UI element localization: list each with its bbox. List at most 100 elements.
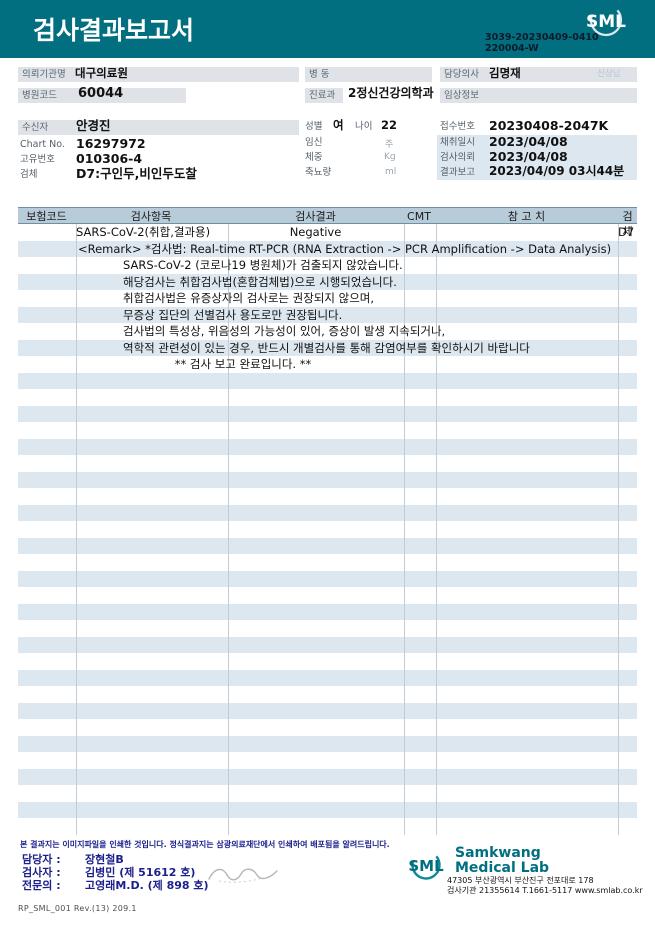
column-divider-3 (435, 702, 437, 719)
ordered-rowbg (437, 150, 637, 165)
table-row: 무증상 집단의 선별검사 용도로만 권장됩니다. (18, 306, 637, 323)
results-table-header: 보험코드 검사항목 검사결과 CMT 참 고 치 검체 (18, 207, 637, 238)
column-divider-1 (227, 521, 229, 538)
table-row (18, 801, 637, 818)
column-divider-1 (227, 356, 229, 373)
column-divider-4 (617, 290, 619, 307)
receiver-chipbg (56, 120, 299, 135)
table-row (18, 620, 637, 637)
receiver-label: 수신자 (18, 120, 56, 135)
column-divider-2 (403, 752, 405, 769)
column-divider-0 (75, 537, 77, 554)
column-divider-0 (75, 702, 77, 719)
results-table-body: SARS-CoV-2(취합,결과용) Negative D7 <Remark> *검사… (18, 224, 637, 835)
column-divider-0 (75, 240, 77, 257)
hospital-code-value: 60044 (78, 86, 124, 101)
signature-label-2: 전문의 : (22, 879, 61, 892)
column-divider-3 (435, 273, 437, 290)
age-label: 나이 (355, 121, 373, 132)
sex-value: 여 (333, 118, 344, 132)
column-divider-0 (75, 306, 77, 323)
table-row (18, 702, 637, 719)
column-divider-4 (617, 686, 619, 703)
column-divider-1 (227, 257, 229, 274)
column-divider-4 (617, 735, 619, 752)
table-row (18, 570, 637, 587)
department-value: 2정신건강의학과 (348, 86, 434, 100)
age-value: 22 (381, 118, 398, 132)
cell-comment: ** 검사 보고 완료입니다. ** (174, 357, 312, 371)
column-divider-2 (403, 818, 405, 835)
table-row: <Remark> *검사법: Real-time RT-PCR (RNA Ext… (18, 240, 637, 257)
clinical-info-chipbg (440, 88, 637, 103)
column-divider-3 (435, 620, 437, 637)
column-divider-4 (617, 438, 619, 455)
column-divider-3 (435, 504, 437, 521)
column-divider-1 (227, 752, 229, 769)
column-divider-3 (435, 603, 437, 620)
column-divider-3 (435, 405, 437, 422)
column-divider-1 (227, 504, 229, 521)
lab-address-line1: 47305 부산광역시 부산진구 전포대로 178 (447, 876, 594, 885)
form-revision: RP_SML_001 Rev.(13) 209.1 (18, 904, 137, 913)
column-divider-2 (403, 702, 405, 719)
report-footer: 본 결과지는 이미지파일을 인쇄한 것입니다. 정식결과지는 삼광의료재단에서 … (0, 836, 655, 925)
column-divider-3 (435, 257, 437, 274)
column-divider-4 (617, 702, 619, 719)
column-divider-0 (75, 323, 77, 340)
signature-label-1: 검사자 : (22, 866, 61, 879)
column-divider-2 (403, 537, 405, 554)
ward-label: 병 동 (305, 67, 345, 82)
column-divider-1 (227, 488, 229, 505)
reported-datetime-value: 2023/04/09 03시44분 (489, 164, 625, 178)
column-divider-2 (403, 801, 405, 818)
results-table: 보험코드 검사항목 검사결과 CMT 참 고 치 검체 SARS-CoV-2(취… (18, 207, 637, 835)
column-divider-0 (75, 504, 77, 521)
column-divider-4 (617, 471, 619, 488)
column-divider-3 (435, 224, 437, 241)
table-row: SARS-CoV-2 (코로나19 병원체)가 검출되지 않았습니다. (18, 257, 637, 274)
svg-text:SML: SML (408, 857, 444, 875)
column-divider-2 (403, 240, 405, 257)
column-divider-2 (403, 603, 405, 620)
column-divider-0 (75, 356, 77, 373)
table-row (18, 686, 637, 703)
column-divider-0 (75, 686, 77, 703)
column-divider-1 (227, 620, 229, 637)
cell-specimen: D7 (618, 225, 635, 239)
table-row (18, 636, 637, 653)
table-row (18, 752, 637, 769)
ordered-date-value: 2023/04/08 (489, 149, 568, 164)
table-row (18, 537, 637, 554)
column-divider-1 (227, 389, 229, 406)
reported-datetime-label: 결과보고 (440, 167, 475, 178)
column-divider-2 (403, 405, 405, 422)
column-divider-2 (403, 504, 405, 521)
column-divider-2 (403, 389, 405, 406)
column-divider-3 (435, 306, 437, 323)
collected-datetime-label: 채취일시 (440, 137, 475, 148)
column-divider-3 (435, 570, 437, 587)
pregnancy-label: 임신 (305, 137, 323, 148)
cell-insurance-code (18, 224, 75, 241)
column-divider-1 (227, 339, 229, 356)
column-divider-2 (403, 719, 405, 736)
cell-comment: 해당검사는 취합검사법(혼합검체법)으로 시행되었습니다. (123, 274, 397, 289)
column-divider-0 (75, 422, 77, 439)
svg-text:SML: SML (586, 12, 626, 32)
column-divider-1 (227, 537, 229, 554)
page-title: 검사결과보고서 (33, 16, 195, 45)
column-divider-2 (403, 224, 405, 241)
column-divider-4 (617, 306, 619, 323)
column-divider-3 (435, 636, 437, 653)
column-divider-0 (75, 785, 77, 802)
footer-notice: 본 결과지는 이미지파일을 인쇄한 것입니다. 정식결과지는 삼광의료재단에서 … (20, 840, 390, 849)
column-divider-2 (403, 339, 405, 356)
column-divider-1 (227, 570, 229, 587)
table-row: 취합검사법은 유증상자의 검사로는 권장되지 않으며, (18, 290, 637, 307)
column-divider-4 (617, 669, 619, 686)
doctor-chipbg (484, 67, 637, 82)
column-divider-3 (435, 240, 437, 257)
column-divider-1 (227, 801, 229, 818)
